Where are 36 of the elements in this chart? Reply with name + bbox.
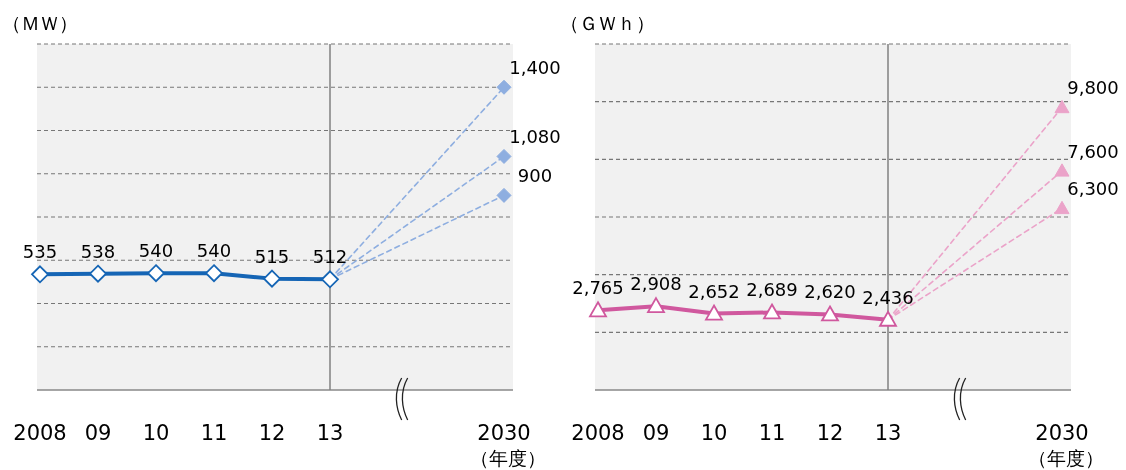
y-axis-title: （ＧＷｈ） <box>560 12 655 34</box>
data-label: 2,765 <box>572 277 624 299</box>
data-label: 535 <box>22 241 58 263</box>
data-label: 538 <box>80 240 116 262</box>
y-axis-title: （ＭＷ） <box>2 12 78 34</box>
x-tick-label: 2008 <box>13 421 67 445</box>
x-tick-label: 10 <box>142 421 170 445</box>
x-tick-label: 2030 <box>1035 421 1089 445</box>
x-tick-label: 2030 <box>477 421 531 445</box>
data-label: 2,620 <box>804 281 856 303</box>
data-label: 6,300 <box>1067 178 1119 200</box>
data-label: 512 <box>312 246 348 268</box>
x-tick-label: 13 <box>316 421 344 445</box>
data-label: 2,436 <box>862 286 914 308</box>
data-label: 900 <box>517 165 553 187</box>
x-tick-label: 2008 <box>571 421 625 445</box>
data-label: 7,600 <box>1067 140 1119 162</box>
x-tick-label: 12 <box>258 421 286 445</box>
data-label: 540 <box>138 240 174 262</box>
data-label: 2,908 <box>630 273 682 295</box>
x-tick-label: 11 <box>758 421 786 445</box>
x-tick-label: 09 <box>84 421 112 445</box>
x-tick-label: 11 <box>200 421 228 445</box>
data-label: 2,652 <box>688 280 740 302</box>
data-label: 2,689 <box>746 279 798 301</box>
x-tick-label: 13 <box>874 421 902 445</box>
data-label: 1,400 <box>509 57 561 79</box>
data-label: 540 <box>196 240 232 262</box>
x-axis-title: （年度） <box>1028 447 1104 469</box>
x-axis-title: （年度） <box>470 447 546 469</box>
data-label: 9,800 <box>1067 77 1119 99</box>
x-tick-label: 09 <box>642 421 670 445</box>
data-label: 1,080 <box>509 126 561 148</box>
x-tick-label: 10 <box>700 421 728 445</box>
x-tick-label: 12 <box>816 421 844 445</box>
data-label: 515 <box>254 245 290 267</box>
